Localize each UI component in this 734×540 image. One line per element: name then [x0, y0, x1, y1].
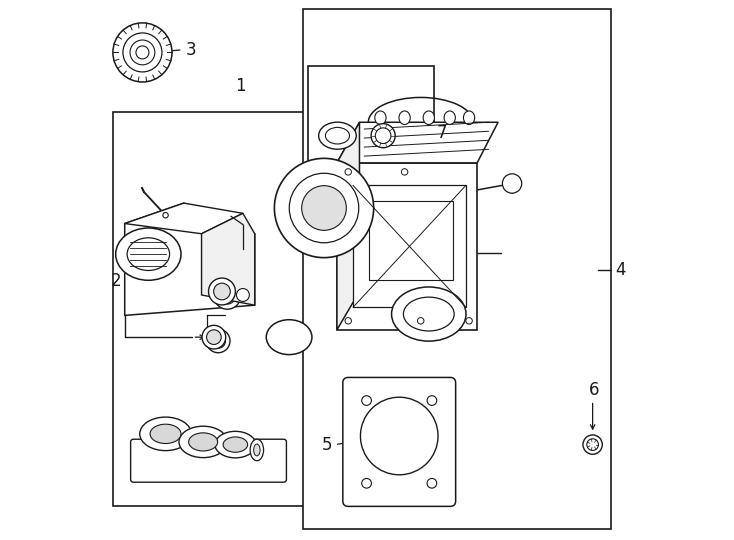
Text: 6: 6 — [589, 381, 599, 399]
Text: 3: 3 — [186, 40, 196, 59]
Ellipse shape — [375, 111, 386, 125]
Ellipse shape — [391, 287, 466, 341]
Ellipse shape — [189, 433, 218, 451]
Ellipse shape — [423, 111, 435, 125]
Ellipse shape — [444, 111, 455, 125]
Circle shape — [371, 124, 395, 148]
Polygon shape — [353, 185, 466, 307]
Text: 5: 5 — [321, 436, 332, 454]
Circle shape — [214, 283, 230, 300]
Polygon shape — [125, 203, 255, 315]
FancyBboxPatch shape — [343, 377, 456, 507]
Ellipse shape — [150, 424, 181, 443]
Text: 4: 4 — [615, 261, 625, 279]
Circle shape — [206, 329, 230, 353]
Ellipse shape — [325, 127, 349, 144]
Circle shape — [113, 23, 172, 82]
Ellipse shape — [127, 238, 170, 271]
Polygon shape — [337, 163, 477, 330]
Ellipse shape — [404, 297, 454, 331]
Circle shape — [360, 397, 438, 475]
Bar — [302, 9, 611, 529]
Circle shape — [418, 318, 424, 324]
Circle shape — [345, 168, 352, 175]
Polygon shape — [337, 122, 360, 330]
Polygon shape — [337, 122, 498, 163]
Ellipse shape — [254, 444, 260, 456]
Circle shape — [502, 174, 522, 193]
Circle shape — [362, 478, 371, 488]
Polygon shape — [125, 203, 243, 234]
Polygon shape — [202, 213, 255, 305]
Ellipse shape — [179, 426, 228, 457]
Circle shape — [362, 396, 371, 406]
Text: 2: 2 — [111, 272, 121, 290]
Circle shape — [214, 282, 241, 309]
Circle shape — [206, 330, 221, 345]
Ellipse shape — [399, 111, 410, 125]
Ellipse shape — [319, 122, 356, 149]
Circle shape — [236, 288, 250, 301]
Circle shape — [163, 213, 168, 218]
Ellipse shape — [463, 111, 475, 125]
Circle shape — [123, 33, 162, 72]
Circle shape — [427, 396, 437, 406]
Circle shape — [427, 478, 437, 488]
Ellipse shape — [116, 228, 181, 280]
Ellipse shape — [139, 417, 192, 450]
Circle shape — [275, 158, 374, 258]
Ellipse shape — [223, 437, 247, 453]
Circle shape — [202, 325, 226, 349]
Circle shape — [208, 278, 236, 305]
Circle shape — [219, 287, 236, 304]
Circle shape — [375, 128, 391, 144]
Circle shape — [466, 318, 472, 324]
Ellipse shape — [266, 320, 312, 355]
Polygon shape — [369, 201, 453, 280]
Bar — [308, 66, 434, 206]
FancyBboxPatch shape — [131, 439, 286, 482]
Ellipse shape — [250, 439, 264, 461]
Text: 1: 1 — [236, 77, 246, 96]
Circle shape — [130, 40, 155, 65]
Ellipse shape — [215, 431, 255, 458]
Text: 7: 7 — [437, 124, 447, 142]
Circle shape — [289, 173, 359, 243]
Circle shape — [583, 435, 603, 454]
Circle shape — [401, 168, 408, 175]
Circle shape — [345, 318, 352, 324]
Circle shape — [586, 439, 598, 450]
Circle shape — [211, 334, 225, 348]
Circle shape — [136, 46, 149, 59]
Bar — [114, 112, 364, 507]
Circle shape — [302, 186, 346, 231]
